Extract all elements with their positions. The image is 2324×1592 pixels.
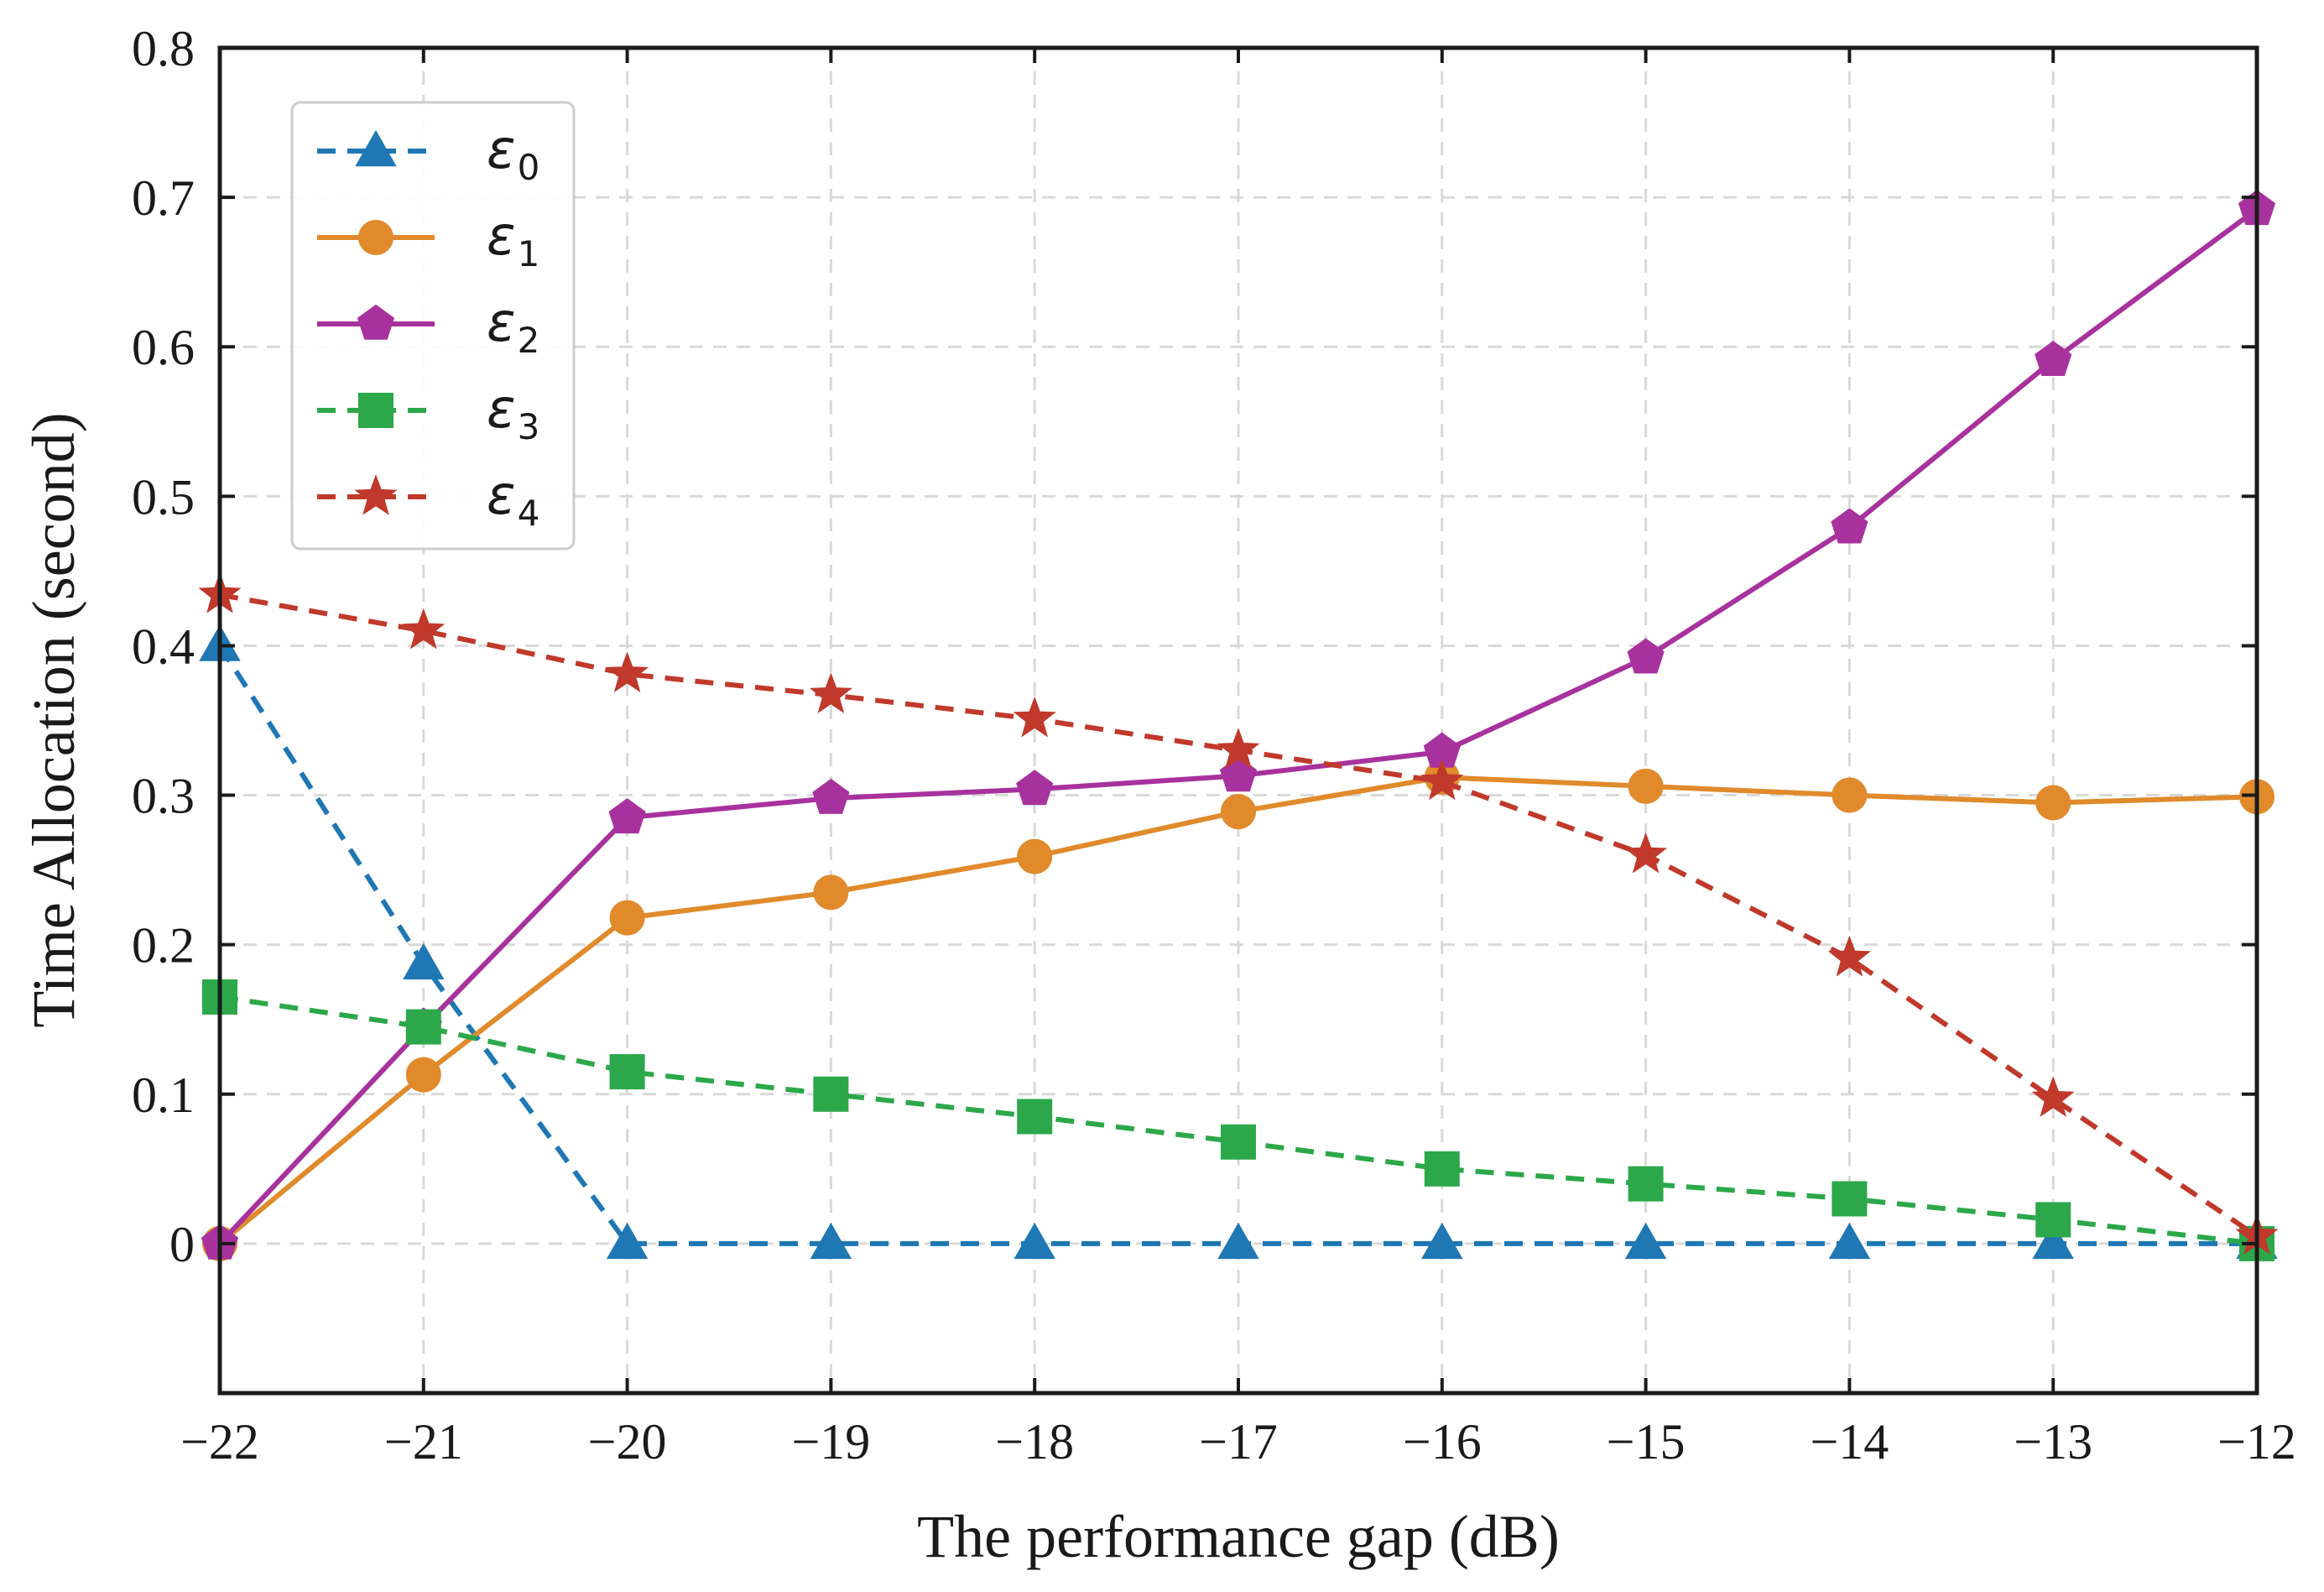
x-tick-label: −12	[2217, 1414, 2296, 1469]
data-point-epsilon-2	[1016, 770, 1054, 806]
data-point-epsilon-3	[1424, 1151, 1460, 1187]
series-epsilon-2	[201, 190, 2276, 1260]
x-tick-label: −19	[791, 1414, 870, 1469]
legend-marker	[355, 129, 397, 167]
data-point-epsilon-4	[1624, 832, 1668, 874]
y-tick-label: 0.4	[132, 619, 195, 674]
x-axis-title: The performance gap (dB)	[917, 1503, 1560, 1570]
axis-ticks: −22 −21 −20 −19 −18 −17 −16 −15 −14 −13 −12 0 0.1 0.2…	[132, 21, 2296, 1469]
data-point-epsilon-1	[2035, 785, 2071, 821]
y-tick-label: 0.6	[132, 320, 195, 375]
data-point-epsilon-3	[2035, 1202, 2071, 1238]
legend-marker	[358, 393, 393, 428]
data-point-epsilon-4	[2031, 1076, 2075, 1117]
data-point-epsilon-2	[1627, 638, 1665, 674]
x-tick-label: −22	[180, 1414, 259, 1469]
legend-item-epsilon-0: ε0	[317, 119, 539, 188]
x-tick-label: −14	[1810, 1414, 1889, 1469]
data-point-epsilon-4	[1420, 759, 1464, 801]
data-point-epsilon-0	[1624, 1222, 1667, 1260]
data-point-epsilon-2	[608, 798, 646, 834]
data-point-epsilon-3	[1628, 1166, 1664, 1202]
y-tick-label: 0.5	[132, 469, 195, 525]
legend-marker	[354, 474, 398, 515]
y-tick-label: 0.8	[132, 21, 195, 76]
series-lines	[198, 190, 2279, 1261]
x-tick-label: −18	[995, 1414, 1074, 1469]
legend-item-epsilon-4: ε4	[317, 465, 539, 534]
data-point-epsilon-2	[812, 778, 850, 814]
data-point-epsilon-0	[1217, 1222, 1259, 1260]
legend-marker	[357, 304, 395, 340]
data-point-epsilon-2	[2035, 341, 2072, 377]
x-tick-label: −13	[2014, 1414, 2092, 1469]
data-point-epsilon-0	[810, 1222, 852, 1260]
data-point-epsilon-1	[1017, 838, 1053, 874]
x-tick-label: −17	[1199, 1414, 1278, 1469]
data-point-epsilon-1	[405, 1057, 441, 1093]
y-tick-label: 0.7	[132, 170, 195, 226]
data-point-epsilon-3	[609, 1054, 645, 1090]
data-point-epsilon-0	[606, 1222, 649, 1260]
data-point-epsilon-3	[1221, 1124, 1256, 1160]
data-point-epsilon-0	[403, 942, 445, 980]
y-tick-label: 0.2	[132, 918, 195, 973]
data-point-epsilon-1	[1628, 768, 1664, 804]
y-tick-label: 0	[169, 1217, 195, 1272]
data-point-epsilon-1	[1221, 794, 1256, 830]
x-tick-label: −16	[1403, 1414, 1482, 1469]
y-axis-title: Time Allocation (second)	[20, 412, 87, 1027]
data-point-epsilon-4	[1013, 696, 1056, 738]
series-epsilon-0	[199, 624, 2278, 1260]
data-point-epsilon-0	[2032, 1222, 2074, 1260]
x-tick-label: −15	[1607, 1414, 1686, 1469]
data-point-epsilon-0	[1013, 1222, 1055, 1260]
data-point-epsilon-1	[813, 874, 849, 911]
y-tick-label: 0.3	[132, 769, 195, 824]
data-point-epsilon-0	[1828, 1222, 1871, 1260]
data-point-epsilon-0	[1421, 1222, 1463, 1260]
data-point-epsilon-1	[1832, 777, 1868, 813]
data-point-epsilon-3	[813, 1076, 849, 1112]
data-point-epsilon-4	[402, 608, 446, 650]
data-point-epsilon-4	[606, 651, 649, 693]
data-point-epsilon-3	[1832, 1181, 1868, 1217]
data-point-epsilon-1	[609, 900, 645, 936]
x-tick-label: −21	[384, 1414, 463, 1469]
y-tick-label: 0.1	[132, 1067, 195, 1123]
data-point-epsilon-3	[405, 1009, 441, 1045]
legend-label: ε4	[487, 465, 539, 534]
data-point-epsilon-4	[809, 672, 852, 713]
series-epsilon-1	[202, 759, 2274, 1261]
data-point-epsilon-4	[1217, 728, 1260, 769]
data-point-epsilon-2	[1831, 508, 1868, 544]
legend-marker	[358, 220, 393, 255]
x-tick-label: −20	[588, 1414, 667, 1469]
data-point-epsilon-3	[1017, 1099, 1053, 1135]
data-point-epsilon-2	[1219, 756, 1258, 792]
data-point-epsilon-4	[1827, 935, 1871, 977]
